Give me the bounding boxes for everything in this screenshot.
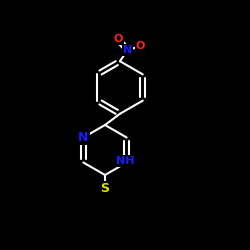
Text: N: N (78, 131, 88, 144)
Text: O: O (113, 34, 123, 44)
Text: N: N (123, 45, 132, 55)
Text: NH: NH (116, 156, 135, 166)
Text: O: O (136, 41, 145, 51)
Text: S: S (100, 182, 110, 195)
